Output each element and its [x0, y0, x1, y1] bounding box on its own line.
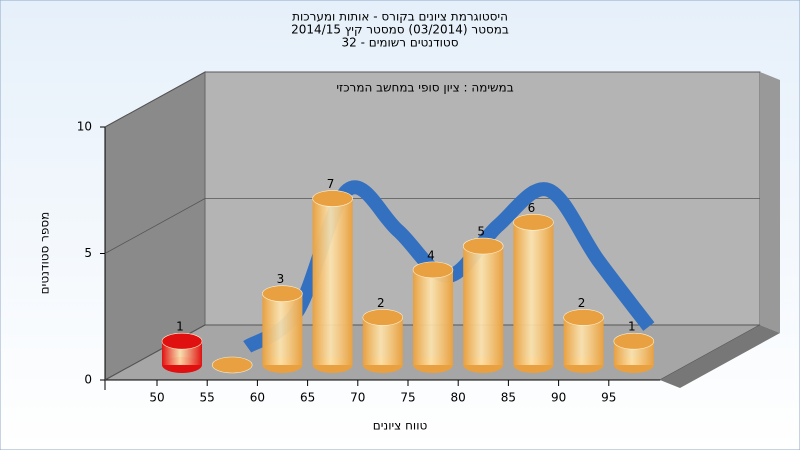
data-label: 2 [377, 296, 385, 310]
bar [413, 269, 453, 365]
data-label: 6 [528, 201, 536, 215]
y-tick-label: 0 [84, 373, 92, 387]
bar-group [462, 237, 504, 373]
bar-group [563, 309, 604, 373]
x-tick-label: 80 [451, 391, 466, 405]
x-axis-title: טווח ציונים [373, 419, 428, 433]
bar-group [513, 214, 554, 373]
bar-top [362, 309, 404, 326]
bar-group [161, 332, 203, 373]
data-label: 5 [477, 225, 485, 239]
x-tick-label: 70 [350, 391, 365, 405]
bar [463, 246, 504, 365]
grid-line [104, 71, 760, 128]
bar-group [362, 309, 404, 373]
x-tick-label: 65 [300, 391, 315, 405]
bar [513, 222, 554, 365]
x-tick-label: 50 [149, 391, 164, 405]
bar-top [563, 309, 604, 326]
bar-group [211, 356, 253, 374]
x-tick-label: 60 [250, 391, 265, 405]
bar-top [613, 332, 655, 350]
data-label: 1 [628, 320, 636, 334]
chart-subtitle: סטודנטים רשומים - 32 [341, 36, 458, 50]
x-tick-label: 90 [551, 391, 566, 405]
y-tick-label: 5 [84, 246, 92, 260]
bar-group [613, 332, 655, 373]
chart-subtitle: במסטר (03/2014) סמסטר קיץ 2014/15 [291, 23, 509, 37]
bar-top [161, 332, 203, 350]
bar-top [462, 237, 504, 255]
bar-group [312, 190, 353, 373]
bar-top [513, 214, 554, 231]
bar-top [412, 261, 454, 279]
x-tick-label: 85 [501, 391, 516, 405]
y-axis-title: מספר סטודנטים [38, 212, 52, 295]
floor-edge [660, 325, 780, 388]
bar-top [312, 190, 353, 207]
bar [312, 198, 353, 365]
wall-edge [760, 72, 780, 333]
bar [262, 293, 303, 365]
data-label: 3 [277, 272, 285, 286]
bar-group [412, 261, 454, 373]
chart-title: היסטוגרמת ציונים בקורס - אותות ומערכות [292, 10, 508, 24]
y-tick-label: 10 [77, 120, 92, 134]
x-tick-label: 55 [200, 391, 215, 405]
grid-line [104, 198, 760, 254]
data-label: 2 [578, 296, 586, 310]
data-label: 1 [176, 320, 184, 334]
bar-top [211, 356, 253, 374]
x-tick-label: 95 [601, 391, 616, 405]
annotation: במשימה : ציון סופי במחשב המרכזי [336, 81, 513, 95]
x-tick-label: 75 [400, 391, 415, 405]
data-label: 7 [327, 177, 335, 191]
bar-top [262, 285, 303, 302]
bar-group [262, 285, 303, 373]
data-label: 4 [427, 248, 435, 262]
